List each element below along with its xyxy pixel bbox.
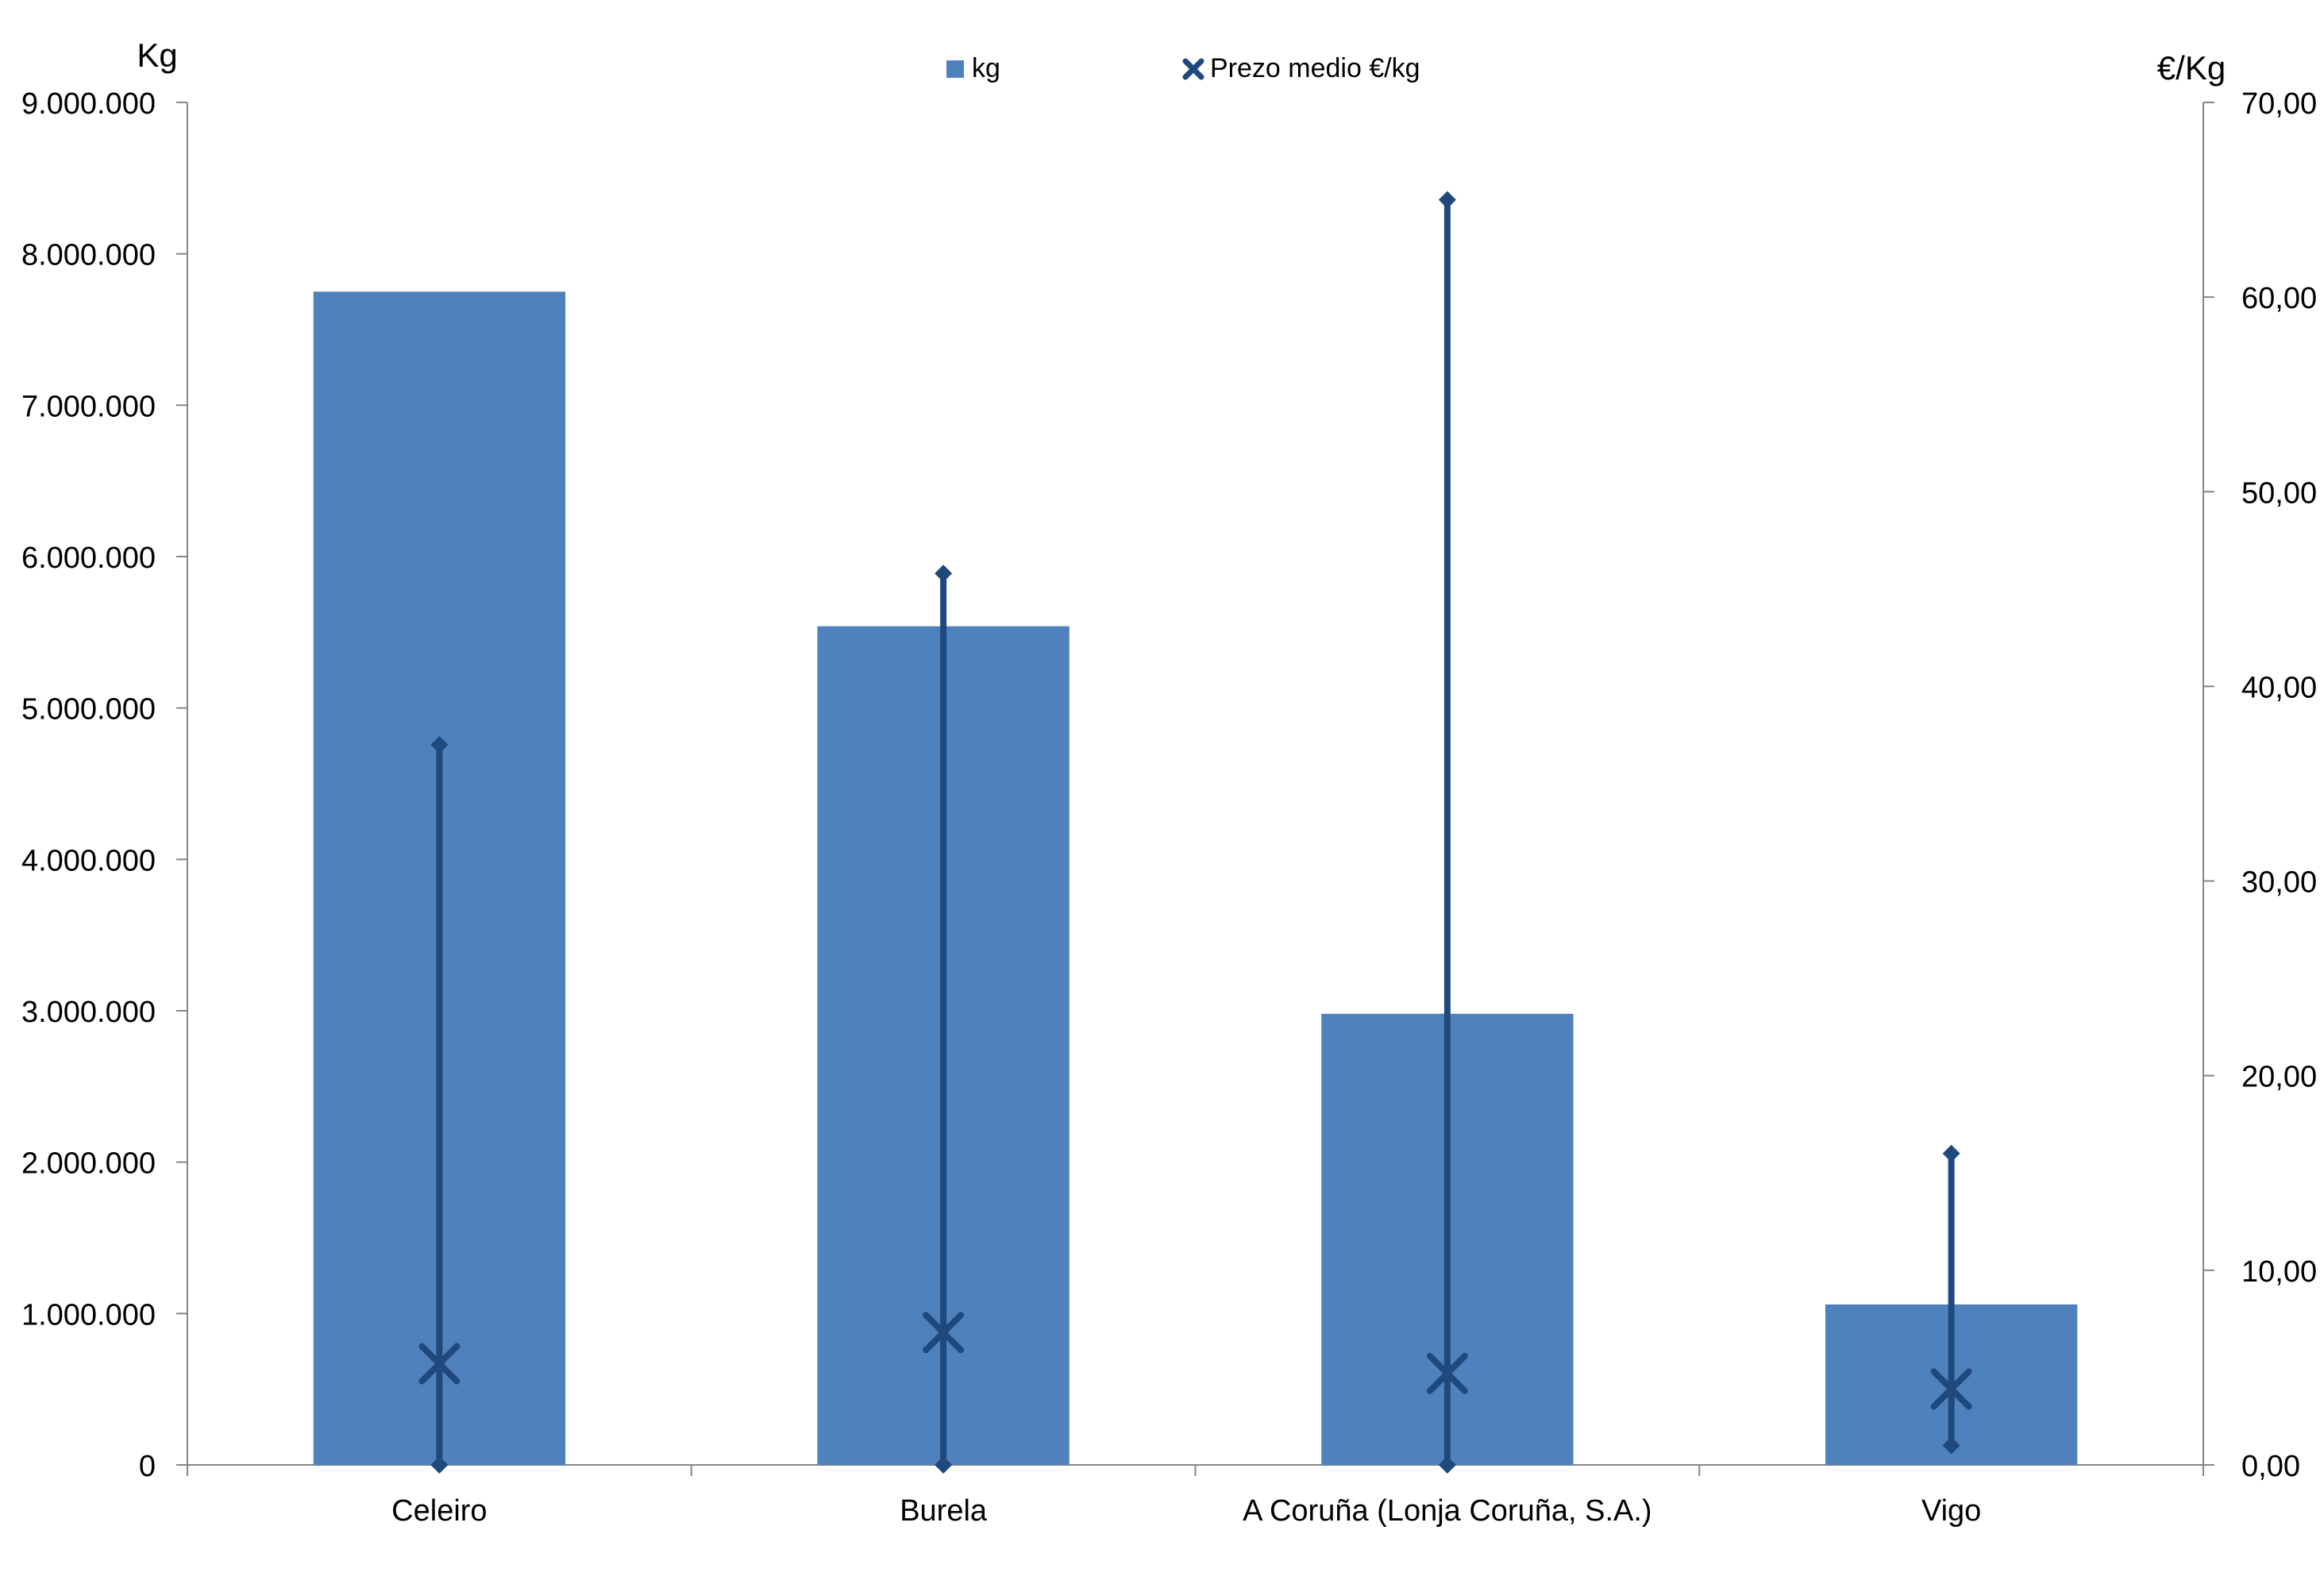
price-mean-marker: [1930, 1368, 1972, 1410]
right-tick-label: 0,00: [2241, 1450, 2300, 1483]
category-label: A Coruña (Lonja Coruña, S.A.): [1243, 1494, 1651, 1528]
left-tick-label: 1.000.000: [21, 1298, 156, 1332]
price-ranges-group: [430, 191, 1960, 1474]
price-min-marker: [430, 1456, 449, 1474]
left-tick-label: 9.000.000: [21, 87, 156, 121]
right-tick-label: 10,00: [2241, 1255, 2317, 1289]
bars-group: [313, 291, 2078, 1465]
legend-marker-price: [1182, 58, 1204, 80]
price-mean-x-stroke: [418, 1343, 461, 1385]
price-max-marker: [1942, 1144, 1960, 1162]
legend-entry-kg: kg: [946, 53, 1000, 83]
left-tick-label: 2.000.000: [21, 1147, 156, 1181]
price-points-group: [418, 1312, 1972, 1410]
left-tick-label: 7.000.000: [21, 390, 156, 423]
left-tick-label: 5.000.000: [21, 693, 156, 727]
right-tick-label: 60,00: [2241, 282, 2317, 315]
right-tick-label: 50,00: [2241, 476, 2317, 510]
category-label: Vigo: [1921, 1494, 1981, 1528]
right-axis-title: €/Kg: [2157, 49, 2226, 87]
price-mean-x-stroke: [1426, 1352, 1468, 1394]
right-tick-label: 20,00: [2241, 1061, 2317, 1094]
legend-label-price: Prezo medio €/kg: [1210, 53, 1420, 83]
category-label: Burela: [900, 1494, 988, 1528]
right-tick-label: 70,00: [2241, 87, 2317, 121]
labels-group: 0 1.000.000 2.000.000 3.000.000 4.000.000 5.0…: [21, 37, 2317, 1528]
price-min-marker: [935, 1456, 953, 1474]
price-max-marker: [935, 565, 953, 583]
left-tick-label: 6.000.000: [21, 542, 156, 575]
left-tick-label: 3.000.000: [21, 996, 156, 1029]
price-mean-marker: [923, 1312, 965, 1354]
left-tick-label: 4.000.000: [21, 844, 156, 877]
legend-swatch-kg: [946, 60, 964, 78]
legend-entry-price: Prezo medio €/kg: [1182, 53, 1420, 83]
right-tick-label: 40,00: [2241, 671, 2317, 704]
legend-label-kg: kg: [972, 53, 1000, 83]
left-tick-label: 8.000.000: [21, 239, 156, 272]
price-min-marker: [1438, 1456, 1456, 1474]
category-label: Celeiro: [391, 1494, 487, 1528]
price-mean-x-stroke: [1930, 1368, 1972, 1410]
legend: kg Prezo medio €/kg: [946, 53, 1420, 83]
price-mean-x-stroke: [923, 1312, 965, 1354]
left-axis-title: Kg: [137, 37, 177, 74]
left-tick-label: 0: [139, 1450, 156, 1483]
price-max-marker: [1438, 191, 1456, 209]
right-tick-label: 30,00: [2241, 866, 2317, 900]
price-max-marker: [430, 735, 449, 754]
price-mean-marker: [1426, 1352, 1468, 1394]
price-mean-marker: [418, 1343, 461, 1385]
price-min-marker: [1942, 1436, 1960, 1455]
